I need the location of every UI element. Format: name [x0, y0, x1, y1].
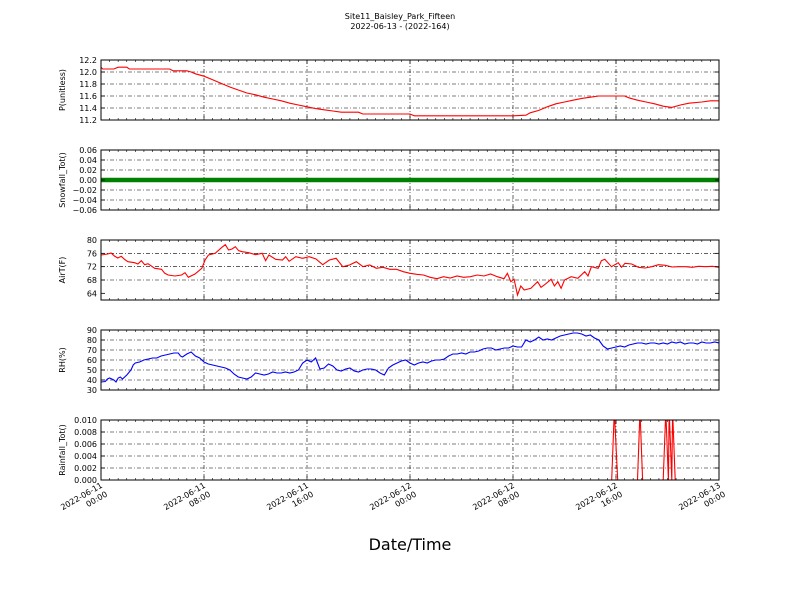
y-tick-label: 0.000	[74, 476, 97, 485]
y-tick-label: 60	[87, 356, 97, 365]
chart-subtitle: 2022-06-13 - (2022-164)	[350, 22, 449, 31]
y-tick-label: 11.6	[79, 92, 97, 101]
y-tick-label: 0.002	[74, 464, 97, 473]
y-tick-label: 0.006	[74, 440, 97, 449]
x-tick-label: 2022-06-1200:00	[368, 481, 418, 521]
y-tick-label: 72	[87, 263, 97, 272]
y-tick-label: 0.004	[74, 452, 97, 461]
y-tick-label: 70	[87, 346, 97, 355]
y-tick-label: 50	[87, 366, 97, 375]
y-axis-label: P(unitless)	[58, 69, 67, 111]
x-tick-label: 2022-06-1216:00	[574, 481, 624, 521]
y-axis-label: RH(%)	[58, 347, 67, 372]
y-tick-label: 11.8	[79, 80, 97, 89]
series-line-1	[101, 243, 719, 297]
y-axis-label: AirT(F)	[58, 257, 67, 284]
y-tick-label: 68	[87, 276, 97, 285]
y-tick-label: 80	[87, 236, 97, 245]
panel-2: −0.06−0.04−0.020.000.020.040.06 Snowfall_…	[58, 146, 720, 215]
y-tick-label: 0.04	[79, 156, 97, 165]
series-line-1	[101, 66, 719, 117]
y-tick-label: 64	[87, 289, 97, 298]
x-tick-label: 2022-06-1100:00	[59, 481, 109, 521]
panels: 11.2 11.4 11.6 11.8 12.0 12.2 P(unitless) −0.06…	[58, 56, 727, 521]
panel-5: 0.000 0.002 0.004 0.006 0.008 0.010 Rainfall_T…	[58, 416, 720, 485]
y-tick-label: −0.06	[72, 206, 97, 215]
panel-3: 64 68 72 76 80 AirT(F)	[58, 236, 720, 301]
x-tick-labels: 2022-06-1100:00 2022-06-1108:00 2022-06-11…	[59, 481, 727, 521]
y-tick-label: 76	[87, 249, 97, 258]
x-tick-label: 2022-06-1108:00	[162, 481, 212, 521]
y-tick-label: 0.010	[74, 416, 97, 425]
y-tick-label: 12.0	[79, 68, 97, 77]
series-line-1	[101, 420, 719, 480]
y-tick-label: 0.02	[79, 166, 97, 175]
x-axis-label: Date/Time	[369, 535, 452, 554]
y-tick-label: 0.008	[74, 428, 97, 437]
chart-title: Site11_Baisley_Park_Fifteen	[345, 12, 455, 21]
x-tick-label: 2022-06-1300:00	[677, 481, 727, 521]
y-axis-label: Rainfall_Tot()	[58, 424, 67, 476]
y-tick-label: −0.04	[72, 196, 97, 205]
y-tick-label: 40	[87, 376, 97, 385]
panel-1: 11.2 11.4 11.6 11.8 12.0 12.2 P(unitless)	[58, 56, 720, 125]
y-tick-label: 90	[87, 326, 97, 335]
y-axis-label: Snowfall_Tot()	[58, 152, 67, 208]
y-tick-label: 0.00	[79, 176, 97, 185]
y-tick-label: 0.06	[79, 146, 97, 155]
x-tick-label: 2022-06-1208:00	[471, 481, 521, 521]
series-line-1	[101, 332, 719, 383]
y-tick-label: 80	[87, 336, 97, 345]
y-tick-label: 11.2	[79, 116, 97, 125]
x-tick-label: 2022-06-1116:00	[265, 481, 315, 521]
y-tick-label: 30	[87, 386, 97, 395]
y-tick-label: −0.02	[72, 186, 97, 195]
y-tick-label: 12.2	[79, 56, 97, 65]
y-tick-label: 11.4	[79, 104, 97, 113]
